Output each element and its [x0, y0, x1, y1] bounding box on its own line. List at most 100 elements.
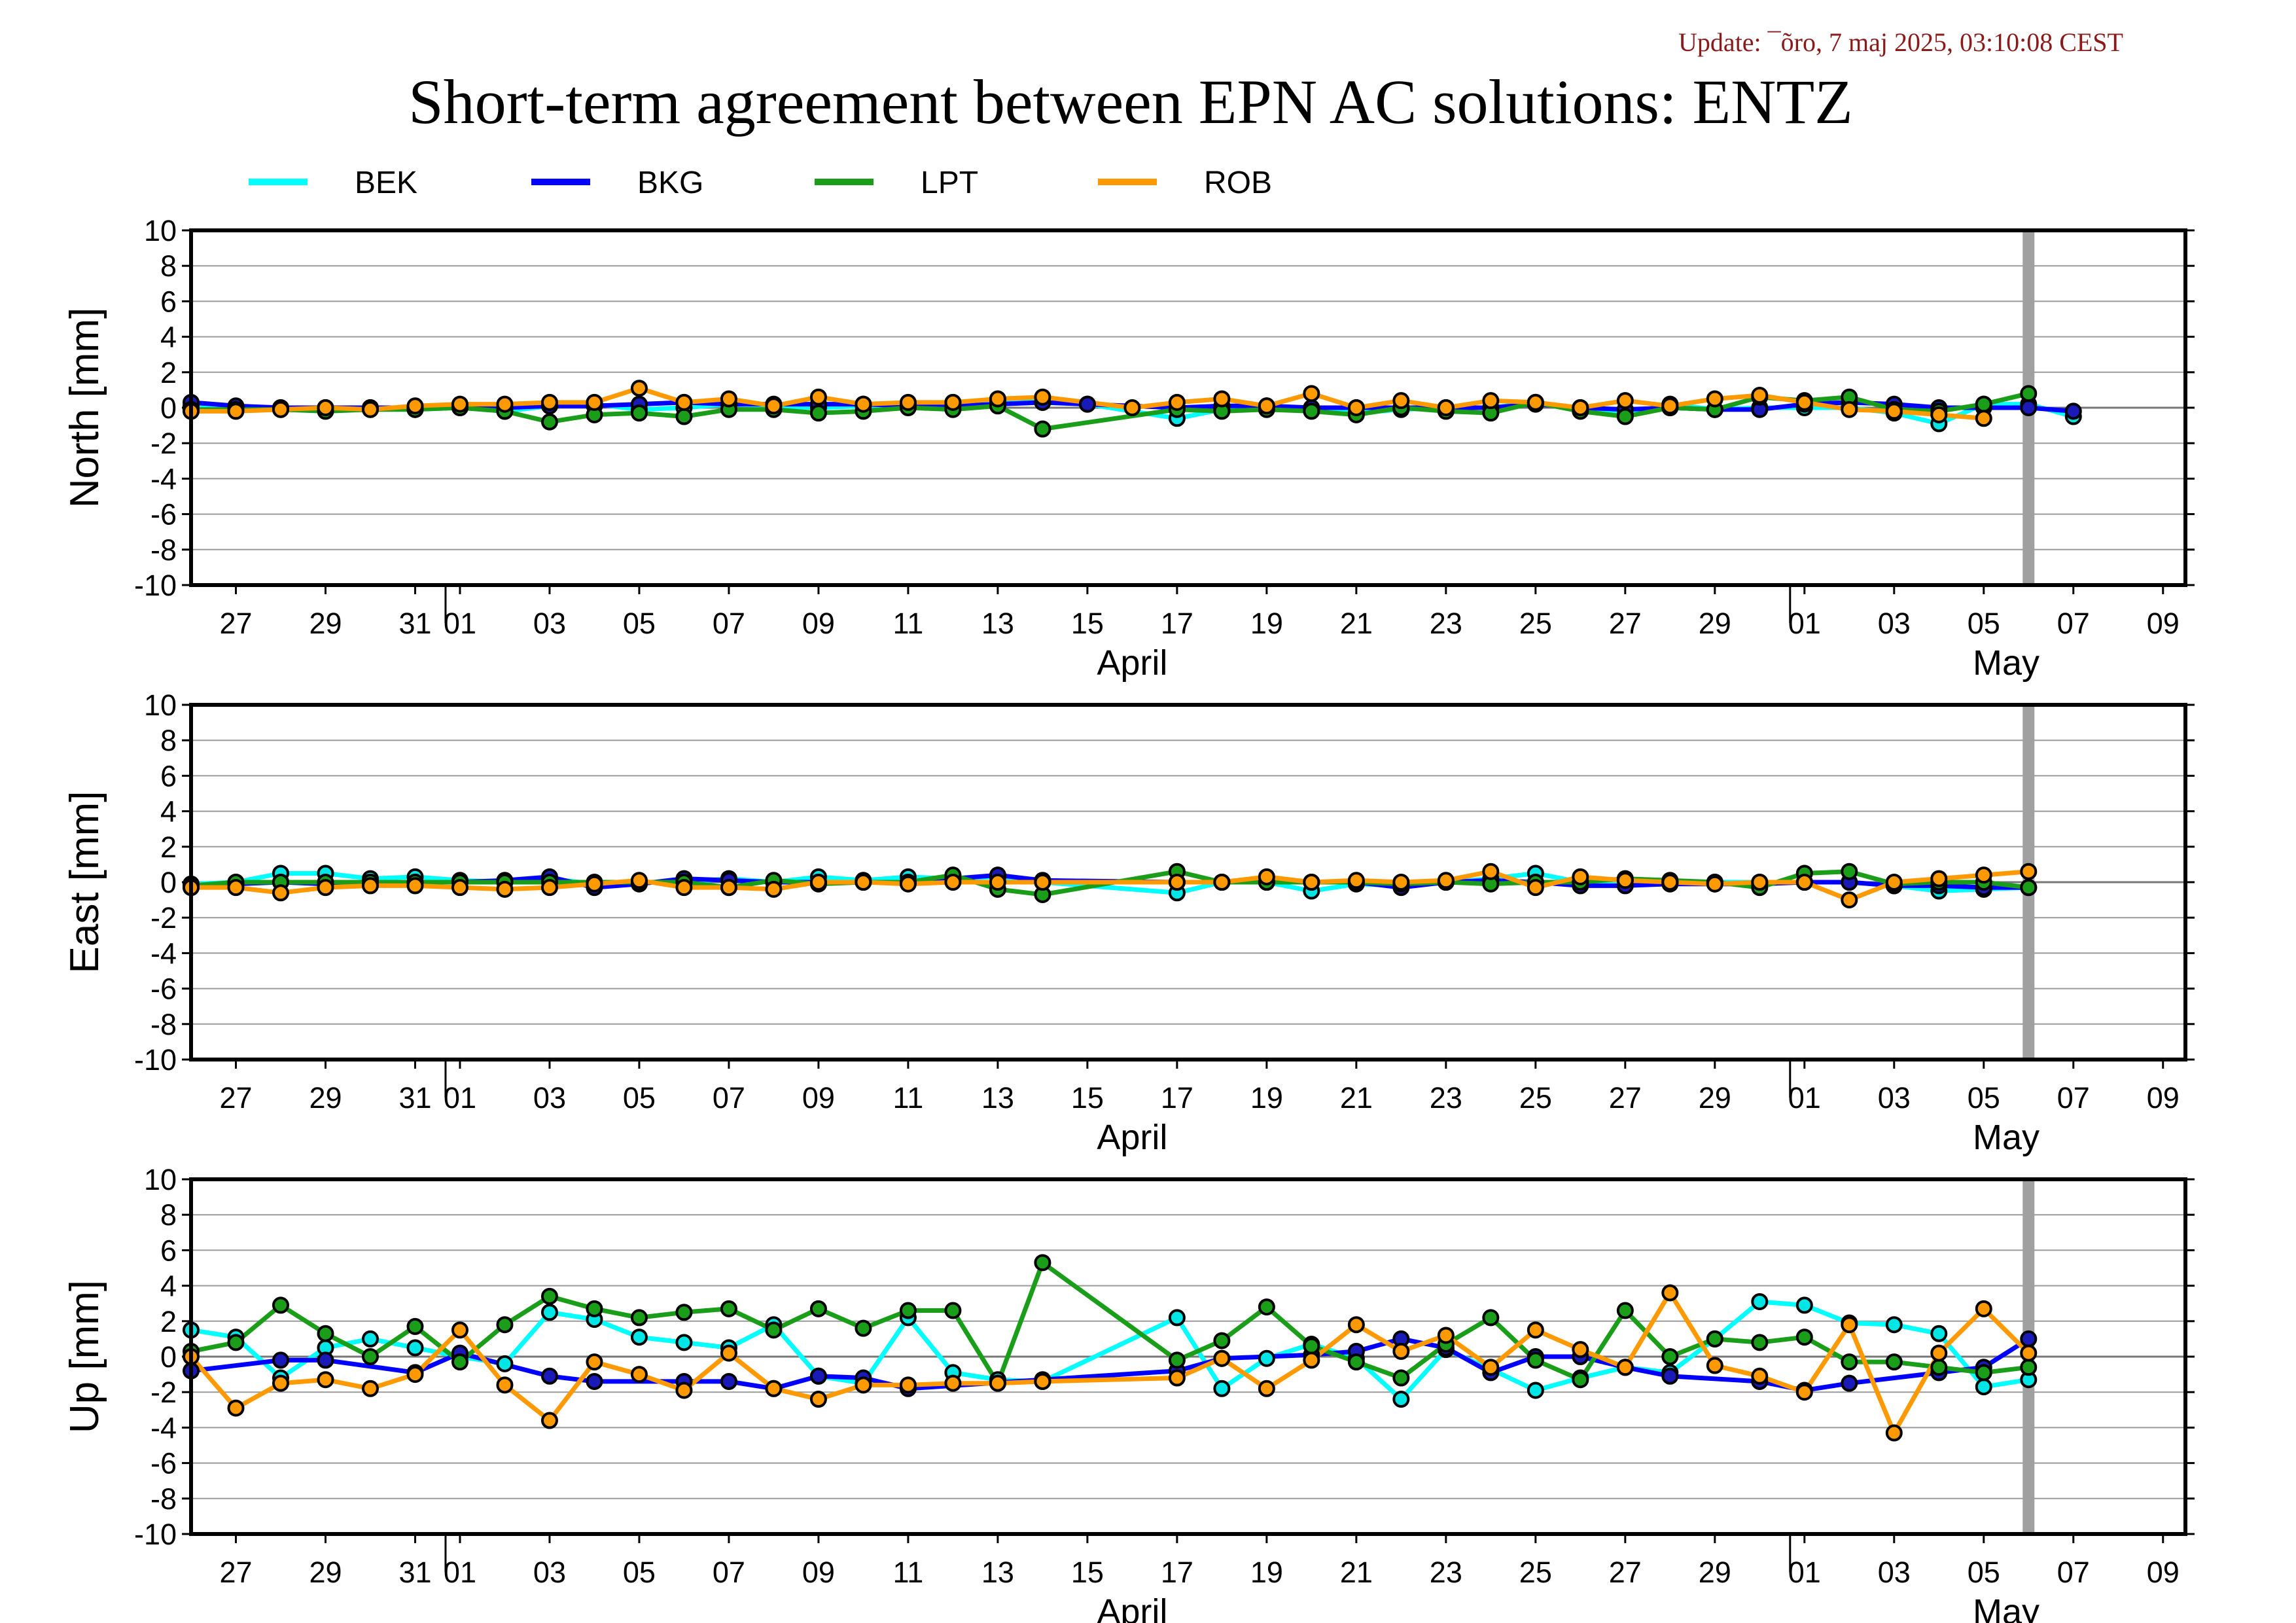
data-point-lpt: [272, 1296, 289, 1314]
month-label-may: May: [1973, 1118, 2040, 1157]
data-point-rob: [1527, 1321, 1544, 1339]
data-point-rob: [855, 1376, 872, 1394]
y-tick-label: -8: [150, 1482, 177, 1516]
data-point-rob: [989, 874, 1006, 891]
data-point-lpt: [855, 1319, 872, 1337]
data-point-rob: [1213, 874, 1231, 891]
legend-label-rob: ROB: [1204, 166, 1272, 200]
y-tick-label: 6: [160, 285, 177, 318]
data-point-rob: [630, 380, 648, 397]
data-point-rob: [1347, 1316, 1365, 1334]
data-point-lpt: [1168, 1351, 1186, 1369]
data-point-rob: [1616, 1359, 1634, 1376]
y-tick-label: 6: [160, 1234, 177, 1267]
data-point-bkg: [2064, 402, 2082, 420]
data-point-rob: [765, 880, 783, 898]
data-point-lpt: [1975, 1364, 1992, 1382]
data-point-rob: [1437, 872, 1455, 889]
x-tick-label: 13: [981, 1556, 1014, 1589]
data-point-rob: [1034, 388, 1051, 406]
data-point-bkg: [1841, 1374, 1858, 1392]
data-point-rob: [1885, 1424, 1903, 1442]
data-point-rob: [675, 879, 693, 897]
y-axis-label: East [mm]: [62, 791, 107, 973]
data-point-rob: [989, 390, 1006, 408]
data-point-rob: [451, 395, 468, 413]
x-tick-label: 21: [1340, 1081, 1373, 1115]
data-point-rob: [406, 397, 424, 415]
x-tick-label: 29: [1699, 1556, 1731, 1589]
data-point-rob: [540, 393, 558, 411]
data-point-lpt: [1616, 408, 1634, 425]
data-point-rob: [675, 393, 693, 411]
data-point-rob: [540, 1412, 558, 1429]
y-tick-label: 4: [160, 795, 177, 829]
data-point-lpt: [1392, 1369, 1410, 1387]
data-point-rob: [809, 874, 827, 891]
data-point-lpt: [1661, 1348, 1679, 1365]
x-tick-label: 29: [309, 607, 342, 640]
data-point-bek: [1975, 1378, 1992, 1396]
x-tick-label: 03: [1878, 1556, 1911, 1589]
data-point-lpt: [1616, 1302, 1634, 1319]
data-point-rob: [1527, 879, 1544, 897]
data-point-rob: [406, 1366, 424, 1383]
x-tick-label: 03: [533, 1081, 566, 1115]
data-point-rob: [1482, 863, 1500, 880]
data-point-bek: [1930, 1325, 1948, 1342]
data-point-rob: [1706, 390, 1723, 408]
data-point-rob: [2020, 863, 2038, 880]
x-tick-label: 13: [981, 607, 1014, 640]
data-point-rob: [2020, 1344, 2038, 1362]
data-point-rob: [496, 395, 514, 413]
y-tick-label: 4: [160, 1270, 177, 1303]
data-point-bek: [406, 1339, 424, 1357]
x-tick-label: 09: [2147, 607, 2180, 640]
x-tick-label: 07: [713, 1556, 745, 1589]
data-point-bek: [1885, 1316, 1903, 1334]
data-point-lpt: [2020, 879, 2038, 897]
y-tick-label: -10: [134, 1043, 177, 1077]
data-point-lpt: [720, 1300, 737, 1317]
data-point-rob: [1347, 399, 1365, 416]
data-point-rob: [1392, 874, 1410, 891]
month-label-april: April: [1097, 1592, 1167, 1623]
data-point-lpt: [1795, 1329, 1813, 1346]
x-tick-label: 03: [1878, 607, 1911, 640]
data-point-bkg: [1661, 1367, 1679, 1385]
data-point-lpt: [406, 1317, 424, 1335]
y-tick-label: -6: [150, 972, 177, 1006]
x-tick-label: 11: [893, 607, 924, 640]
x-tick-label: 31: [398, 607, 431, 640]
data-point-rob: [630, 872, 648, 889]
data-point-rob: [227, 879, 245, 897]
data-point-rob: [1885, 874, 1903, 891]
x-tick-label: 07: [2057, 1556, 2090, 1589]
data-point-rob: [1123, 399, 1141, 416]
data-point-rob: [227, 1399, 245, 1417]
x-tick-label: 03: [1878, 1081, 1911, 1115]
x-tick-label: 07: [713, 607, 745, 640]
data-point-lpt: [1527, 1351, 1544, 1369]
data-point-rob: [989, 1374, 1006, 1392]
series-line-lpt: [190, 1260, 2029, 1386]
data-point-rob: [1168, 393, 1186, 411]
data-point-lpt: [1347, 1353, 1365, 1371]
legend-label-bkg: BKG: [637, 166, 703, 200]
data-point-rob: [720, 390, 737, 408]
data-point-bek: [1795, 1296, 1813, 1314]
data-point-rob: [720, 879, 737, 897]
data-point-rob: [1751, 1367, 1769, 1385]
x-tick-label: 09: [802, 1081, 835, 1115]
y-tick-label: 6: [160, 759, 177, 793]
data-point-rob: [944, 1374, 962, 1392]
x-tick-label: 17: [1161, 1081, 1193, 1115]
y-tick-label: -4: [150, 1411, 177, 1444]
x-tick-label: 15: [1071, 1556, 1104, 1589]
data-point-lpt: [2020, 385, 2038, 402]
update-timestamp: Update: ¯õro, 7 maj 2025, 03:10:08 CEST: [1678, 27, 2123, 57]
data-point-lpt: [227, 1334, 245, 1351]
x-tick-label: 23: [1430, 1556, 1462, 1589]
y-tick-label: 8: [160, 249, 177, 283]
